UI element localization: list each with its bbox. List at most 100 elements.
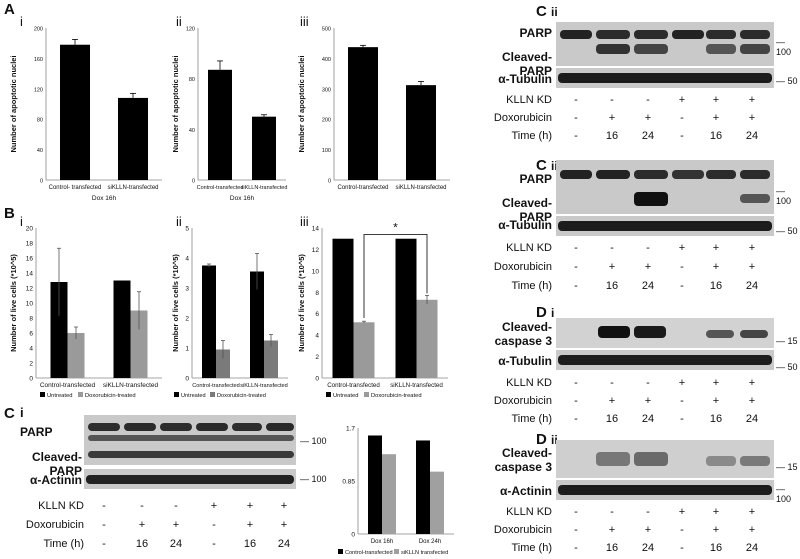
row-Dii-dox: Doxorubicin xyxy=(493,524,552,536)
panel-label-Aii: ii xyxy=(176,14,182,29)
condition-cell: - xyxy=(646,506,650,518)
x-tick-label: Control-transfected xyxy=(197,185,244,191)
bar xyxy=(368,435,382,534)
blot-Ciii-parp xyxy=(556,160,774,214)
mw-Di-15: — 15 xyxy=(776,336,798,346)
y-axis-label: Number of apoptotic nuclei xyxy=(9,55,18,152)
row-Cii-time: Time (h) xyxy=(511,130,552,142)
y-tick-label: 1 xyxy=(185,346,189,353)
x-tick-label: siKLLN-transfected xyxy=(241,185,288,191)
label-Ciii-tubulin: α-Tubulin xyxy=(498,218,552,232)
condition-cell: - xyxy=(574,524,578,536)
condition-cell: 16 xyxy=(709,280,723,292)
row-Cii-dox: Doxorubicin xyxy=(493,112,552,124)
y-tick-label: 3 xyxy=(185,286,189,293)
condition-cell: - xyxy=(680,280,684,292)
mw-Cii-50: — 50 xyxy=(776,76,798,86)
y-tick-label: 0 xyxy=(29,376,33,383)
condition-cell: + xyxy=(644,112,652,124)
x-tick-label: Control-transfected xyxy=(192,383,240,389)
legend-swatch xyxy=(210,392,215,397)
condition-cell: - xyxy=(680,130,684,142)
condition-cell: 24 xyxy=(169,538,183,550)
y-tick-label: 0 xyxy=(192,179,195,185)
bar xyxy=(353,322,375,378)
x-tick-label: Dox 24h xyxy=(419,539,441,545)
label-Di-caspase: Cleaved- caspase 3 xyxy=(494,320,552,348)
bar xyxy=(216,349,230,378)
condition-cell: - xyxy=(574,261,578,273)
blot-Dii-caspase xyxy=(556,440,774,478)
condition-cell: 24 xyxy=(745,413,759,425)
condition-cell: - xyxy=(574,242,578,254)
condition-cell: + xyxy=(644,395,652,407)
label-Dii-actinin: α-Actinin xyxy=(499,484,552,498)
panel-label-Cii: C ii xyxy=(536,3,558,20)
y-axis-label: Number of live cells (*10^5) xyxy=(171,254,180,352)
x-tick-label: siKLLN-transfected xyxy=(107,185,158,191)
y-axis-label: Number of live cells (*10^5) xyxy=(9,254,18,352)
bar xyxy=(382,454,396,534)
legend-swatch xyxy=(364,392,369,397)
condition-cell: - xyxy=(646,377,650,389)
condition-cell: 16 xyxy=(605,130,619,142)
label-Dii-caspase: Cleaved- caspase 3 xyxy=(494,446,552,474)
y-tick-label: 0 xyxy=(185,376,189,383)
condition-cell: - xyxy=(610,242,614,254)
chart-Aii: 0 40 80 120 Number of apoptotic nuclei Contro… xyxy=(171,27,288,201)
y-tick-label: 6 xyxy=(29,331,33,338)
y-tick-label: 2 xyxy=(29,361,33,368)
condition-cell: - xyxy=(680,112,684,124)
condition-cell: - xyxy=(680,524,684,536)
bar xyxy=(67,333,85,378)
x-tick-label: Control- transfected xyxy=(49,185,102,191)
condition-cell: + xyxy=(246,519,254,531)
legend-label: Doxorubicin-treated xyxy=(217,393,266,399)
label-Ciii-parp: PARP xyxy=(519,172,552,186)
row-Di-kllnkd: KLLN KD xyxy=(506,377,552,389)
condition-cell: - xyxy=(646,242,650,254)
mw-Ci-100a: — 100 xyxy=(300,436,327,446)
y-tick-label: 2 xyxy=(315,354,319,361)
condition-cell: 24 xyxy=(277,538,291,550)
row-Ciii-dox: Doxorubicin xyxy=(493,261,552,273)
significance-bracket xyxy=(363,233,428,318)
panel-label-A: A xyxy=(4,1,15,18)
bar xyxy=(118,97,148,180)
legend-label: Doxorubicin-treated xyxy=(371,393,422,399)
row-Ci-time: Time (h) xyxy=(43,538,84,550)
condition-cell: - xyxy=(680,413,684,425)
label-Ciii-cleaved-parp: Cleaved-PARP xyxy=(501,196,552,224)
y-tick-label: 160 xyxy=(34,57,43,63)
panel-label-Biii: iii xyxy=(300,214,309,229)
condition-cell: - xyxy=(574,542,578,554)
blot-Di-caspase xyxy=(556,318,774,348)
condition-cell: 16 xyxy=(135,538,149,550)
y-tick-label: 20 xyxy=(26,226,34,233)
condition-cell: + xyxy=(748,377,756,389)
condition-cell: + xyxy=(608,524,616,536)
condition-cell: - xyxy=(610,377,614,389)
bar xyxy=(113,280,131,378)
bar xyxy=(332,238,354,378)
condition-cell: + xyxy=(712,524,720,536)
significance-star: * xyxy=(393,220,398,234)
y-tick-label: 80 xyxy=(189,77,195,83)
legend-label: siKLLN transfected xyxy=(401,550,448,556)
condition-cell: 16 xyxy=(605,542,619,554)
condition-cell: - xyxy=(574,506,578,518)
chart-Biii: 0 2 4 6 8 10 12 14 Number of live cells (*10^5) C… xyxy=(297,220,448,399)
condition-cell: + xyxy=(678,377,686,389)
panel-label-Dii: D ii xyxy=(536,431,558,448)
condition-cell: - xyxy=(574,112,578,124)
y-tick-label: 4 xyxy=(315,333,319,340)
condition-cell: 24 xyxy=(745,130,759,142)
label-Ci-cleaved-parp: Cleaved-PARP xyxy=(31,450,82,478)
condition-cell: 24 xyxy=(641,280,655,292)
chart-Bi: 0 2 4 6 8 10 12 14 16 18 20 Number of live cells (*… xyxy=(9,226,162,399)
row-Ci-kllnkd: KLLN KD xyxy=(38,500,84,512)
condition-cell: - xyxy=(102,538,106,550)
label-Ci-parp: PARP xyxy=(20,425,53,439)
row-Ci-dox: Doxorubicin xyxy=(25,519,84,531)
condition-cell: + xyxy=(712,261,720,273)
